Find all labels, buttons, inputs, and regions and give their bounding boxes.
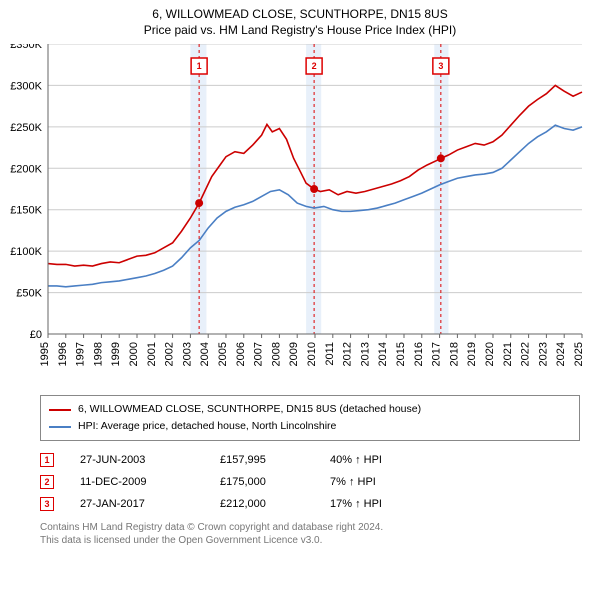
y-tick-label: £300K xyxy=(10,81,42,93)
y-tick-label: £50K xyxy=(16,288,42,300)
x-tick-label: 2002 xyxy=(164,342,176,366)
x-tick-label: 2015 xyxy=(395,342,407,366)
sale-marker: 1 xyxy=(40,453,54,467)
sale-point xyxy=(195,199,203,207)
legend-label: HPI: Average price, detached house, Nort… xyxy=(78,418,336,435)
x-tick-label: 2017 xyxy=(431,342,443,366)
x-tick-label: 2003 xyxy=(181,342,193,366)
y-tick-label: £100K xyxy=(10,247,42,259)
chart-marker-label: 2 xyxy=(312,61,317,71)
x-tick-label: 2005 xyxy=(217,342,229,366)
x-tick-label: 2013 xyxy=(359,342,371,366)
shade-band xyxy=(434,44,448,334)
footer-line1: Contains HM Land Registry data © Crown c… xyxy=(40,521,580,535)
x-tick-label: 1999 xyxy=(110,342,122,366)
chart-marker-label: 1 xyxy=(197,61,202,71)
sale-point xyxy=(437,155,445,163)
sale-date: 11-DEC-2009 xyxy=(80,476,220,488)
sale-marker: 3 xyxy=(40,497,54,511)
x-tick-label: 2007 xyxy=(253,342,265,366)
sale-delta: 7% ↑ HPI xyxy=(330,476,430,488)
x-tick-label: 2021 xyxy=(502,342,514,366)
x-tick-label: 2000 xyxy=(128,342,140,366)
x-tick-label: 2025 xyxy=(573,342,585,366)
x-tick-label: 2022 xyxy=(520,342,532,366)
sale-date: 27-JUN-2003 xyxy=(80,454,220,466)
x-tick-label: 2020 xyxy=(484,342,496,366)
x-tick-label: 2018 xyxy=(448,342,460,366)
x-tick-label: 2014 xyxy=(377,342,389,366)
sale-row: 2 11-DEC-2009£175,0007% ↑ HPI xyxy=(40,471,580,493)
x-tick-label: 2001 xyxy=(146,342,158,366)
x-tick-label: 2023 xyxy=(537,342,549,366)
x-tick-label: 2011 xyxy=(324,342,336,366)
legend-swatch xyxy=(49,426,71,428)
shade-band xyxy=(190,44,206,334)
x-tick-label: 2019 xyxy=(466,342,478,366)
sale-delta: 40% ↑ HPI xyxy=(330,454,430,466)
sale-point xyxy=(310,185,318,193)
sale-delta: 17% ↑ HPI xyxy=(330,498,430,510)
y-tick-label: £0 xyxy=(30,329,42,341)
x-tick-label: 2004 xyxy=(199,342,211,366)
x-tick-label: 2010 xyxy=(306,342,318,366)
sale-price: £212,000 xyxy=(220,498,330,510)
chart-marker-label: 3 xyxy=(438,61,443,71)
x-tick-label: 1997 xyxy=(75,342,87,366)
x-tick-label: 2009 xyxy=(288,342,300,366)
y-tick-label: £350K xyxy=(10,44,42,51)
legend-label: 6, WILLOWMEAD CLOSE, SCUNTHORPE, DN15 8U… xyxy=(78,401,421,418)
x-tick-label: 2012 xyxy=(342,342,354,366)
sale-date: 27-JAN-2017 xyxy=(80,498,220,510)
y-tick-label: £250K xyxy=(10,122,42,134)
sale-price: £157,995 xyxy=(220,454,330,466)
chart: £0 £50K £100K £150K £200K £250K £300K £350K 1995… xyxy=(0,44,600,389)
legend-row: HPI: Average price, detached house, Nort… xyxy=(49,418,571,435)
x-tick-label: 1998 xyxy=(92,342,104,366)
x-tick-label: 2006 xyxy=(235,342,247,366)
x-tick-label: 1995 xyxy=(39,342,51,366)
legend-swatch xyxy=(49,409,71,411)
sale-row: 3 27-JAN-2017£212,00017% ↑ HPI xyxy=(40,493,580,515)
y-tick-label: £200K xyxy=(10,164,42,176)
x-tick-label: 1996 xyxy=(57,342,69,366)
sales-table: 1 27-JUN-2003£157,99540% ↑ HPI 2 11-DEC-200… xyxy=(40,449,580,515)
x-tick-label: 2024 xyxy=(555,342,567,366)
legend-row: 6, WILLOWMEAD CLOSE, SCUNTHORPE, DN15 8U… xyxy=(49,401,571,418)
sale-price: £175,000 xyxy=(220,476,330,488)
legend: 6, WILLOWMEAD CLOSE, SCUNTHORPE, DN15 8U… xyxy=(40,395,580,441)
footer: Contains HM Land Registry data © Crown c… xyxy=(40,521,580,548)
y-tick-label: £150K xyxy=(10,205,42,217)
chart-title: 6, WILLOWMEAD CLOSE, SCUNTHORPE, DN15 8U… xyxy=(0,0,600,38)
x-tick-label: 2008 xyxy=(270,342,282,366)
sale-row: 1 27-JUN-2003£157,99540% ↑ HPI xyxy=(40,449,580,471)
footer-line2: This data is licensed under the Open Gov… xyxy=(40,534,580,548)
chart-svg: £0 £50K £100K £150K £200K £250K £300K £350K 1995… xyxy=(0,44,600,389)
sale-marker: 2 xyxy=(40,475,54,489)
title-line2: Price paid vs. HM Land Registry's House … xyxy=(0,22,600,38)
title-line1: 6, WILLOWMEAD CLOSE, SCUNTHORPE, DN15 8U… xyxy=(0,6,600,22)
x-tick-label: 2016 xyxy=(413,342,425,366)
